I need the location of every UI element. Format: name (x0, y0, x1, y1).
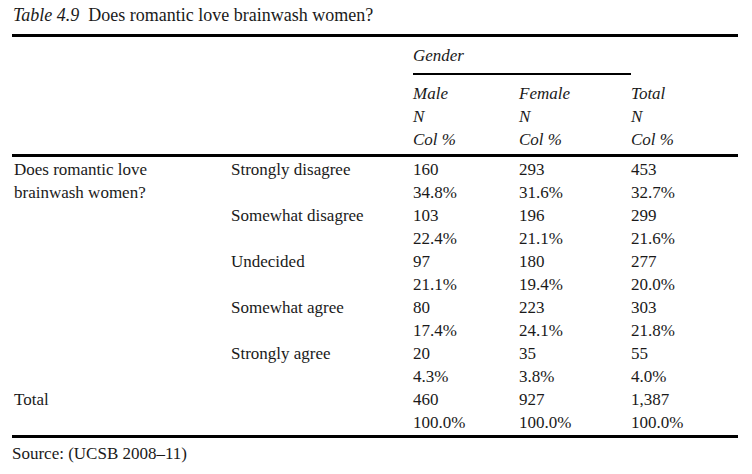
total-cell: 1,387 100.0% (631, 388, 738, 434)
male-pct: 22.4% (413, 227, 519, 250)
male-n: 160 (413, 158, 519, 181)
total-row-label: Total (14, 388, 231, 434)
row-somewhat-disagree: Somewhat disagree 103 22.4% 196 21.1% 29… (14, 204, 738, 250)
male-n: 80 (413, 296, 519, 319)
total-pct: 100.0% (631, 411, 738, 434)
crosstab-body: Does romantic love brainwash women? Stro… (14, 158, 738, 434)
book-page: Table 4.9 Does romantic love brainwash wo… (0, 0, 752, 474)
female-n: 35 (519, 342, 631, 365)
column-label: Total (631, 82, 738, 105)
category-label: Strongly agree (231, 342, 413, 388)
male-cell: 103 22.4% (413, 204, 519, 250)
total-cell: 55 4.0% (631, 342, 738, 388)
column-label: Male (413, 82, 519, 105)
category-label: Strongly disagree (231, 158, 413, 204)
female-pct: 24.1% (519, 319, 631, 342)
female-pct: 19.4% (519, 273, 631, 296)
category-label: Somewhat agree (231, 296, 413, 342)
female-n: 223 (519, 296, 631, 319)
total-cell: 303 21.8% (631, 296, 738, 342)
female-cell: 223 24.1% (519, 296, 631, 342)
female-n: 927 (519, 388, 631, 411)
total-pct: 4.0% (631, 365, 738, 388)
male-cell: 97 21.1% (413, 250, 519, 296)
total-n: 453 (631, 158, 738, 181)
stat-label-n: N (413, 105, 519, 128)
male-pct: 34.8% (413, 181, 519, 204)
gender-group-header: Gender (413, 44, 631, 75)
male-n: 20 (413, 342, 519, 365)
female-pct: 3.8% (519, 365, 631, 388)
female-pct: 100.0% (519, 411, 631, 434)
source-note: Source: (UCSB 2008–11) (12, 444, 187, 464)
female-cell: 196 21.1% (519, 204, 631, 250)
male-cell: 460 100.0% (413, 388, 519, 434)
top-rule (12, 34, 738, 37)
male-pct: 4.3% (413, 365, 519, 388)
male-cell: 80 17.4% (413, 296, 519, 342)
category-label: Undecided (231, 250, 413, 296)
female-pct: 31.6% (519, 181, 631, 204)
header-bottom-rule (12, 154, 738, 157)
column-header-female: Female N Col % (519, 82, 631, 151)
female-n: 196 (519, 204, 631, 227)
row-strongly-agree: Strongly agree 20 4.3% 35 3.8% 55 4.0% (14, 342, 738, 388)
caption-number: Table 4.9 (13, 5, 79, 25)
category-label: Somewhat disagree (231, 204, 413, 250)
stat-label-n: N (631, 105, 738, 128)
question-line-1: Does romantic love (14, 158, 231, 181)
gender-group-label: Gender (413, 46, 464, 65)
total-cell: 277 20.0% (631, 250, 738, 296)
total-n: 303 (631, 296, 738, 319)
male-pct: 100.0% (413, 411, 519, 434)
male-pct: 17.4% (413, 319, 519, 342)
total-pct: 20.0% (631, 273, 738, 296)
stat-label-colpct: Col % (519, 128, 631, 151)
female-pct: 21.1% (519, 227, 631, 250)
caption-text: Does romantic love brainwash women? (88, 5, 373, 25)
row-undecided: Undecided 97 21.1% 180 19.4% 277 20.0% (14, 250, 738, 296)
category-spacer (231, 388, 413, 434)
male-cell: 160 34.8% (413, 158, 519, 204)
stub-spacer (14, 296, 231, 342)
total-cell: 453 32.7% (631, 158, 738, 204)
female-n: 293 (519, 158, 631, 181)
column-header-total: Total N Col % (631, 82, 738, 151)
stub-spacer (14, 342, 231, 388)
row-strongly-disagree: Does romantic love brainwash women? Stro… (14, 158, 738, 204)
male-n: 460 (413, 388, 519, 411)
stat-label-colpct: Col % (631, 128, 738, 151)
row-total: Total 460 100.0% 927 100.0% 1,387 100.0% (14, 388, 738, 434)
female-n: 180 (519, 250, 631, 273)
table-caption: Table 4.9 Does romantic love brainwash wo… (13, 5, 373, 26)
stub-spacer (14, 250, 231, 296)
female-cell: 35 3.8% (519, 342, 631, 388)
female-cell: 927 100.0% (519, 388, 631, 434)
total-n: 1,387 (631, 388, 738, 411)
female-cell: 180 19.4% (519, 250, 631, 296)
column-label: Female (519, 82, 631, 105)
total-pct: 32.7% (631, 181, 738, 204)
total-pct: 21.6% (631, 227, 738, 250)
male-pct: 21.1% (413, 273, 519, 296)
column-header-male: Male N Col % (413, 82, 519, 151)
total-n: 55 (631, 342, 738, 365)
total-n: 299 (631, 204, 738, 227)
table-header: Gender Male N Col % Female N Col % Total… (14, 44, 738, 151)
total-cell: 299 21.6% (631, 204, 738, 250)
total-n: 277 (631, 250, 738, 273)
stat-label-colpct: Col % (413, 128, 519, 151)
row-somewhat-agree: Somewhat agree 80 17.4% 223 24.1% 303 21… (14, 296, 738, 342)
question-line-2: brainwash women? (14, 181, 231, 204)
male-cell: 20 4.3% (413, 342, 519, 388)
male-n: 97 (413, 250, 519, 273)
stub-spacer (14, 204, 231, 250)
stat-label-n: N (519, 105, 631, 128)
total-pct: 21.8% (631, 319, 738, 342)
question-stub: Does romantic love brainwash women? (14, 158, 231, 204)
male-n: 103 (413, 204, 519, 227)
bottom-rule (12, 435, 738, 438)
female-cell: 293 31.6% (519, 158, 631, 204)
